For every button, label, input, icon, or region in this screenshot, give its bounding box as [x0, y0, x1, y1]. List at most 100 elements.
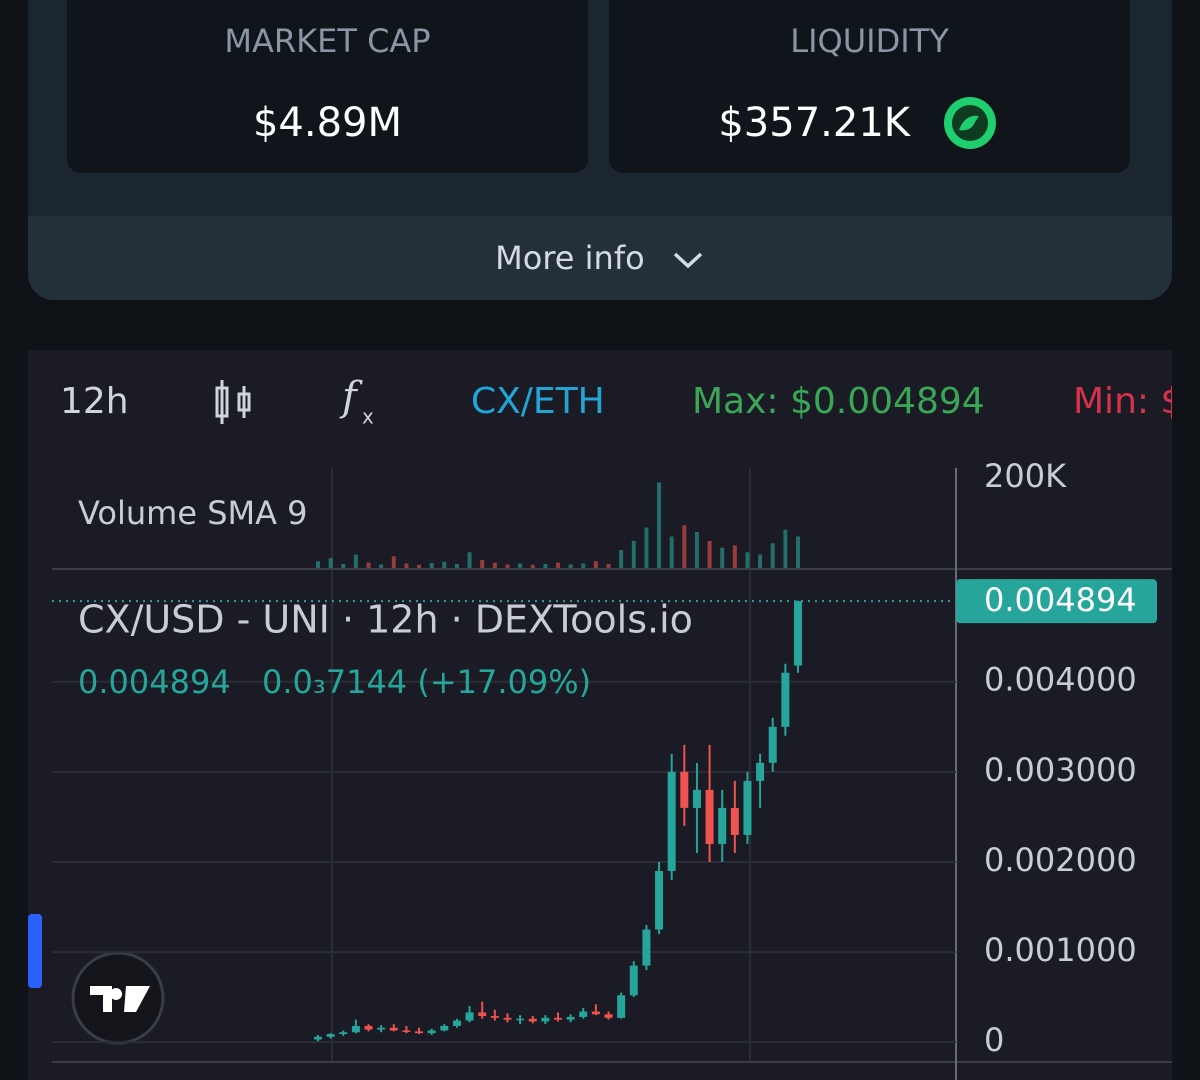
candle-body: [705, 789, 714, 844]
candle-body: [554, 1017, 562, 1020]
volume-bar: [644, 527, 649, 568]
candle-body: [629, 965, 638, 996]
candle-body: [490, 1016, 499, 1018]
chart-panel: [28, 350, 1172, 1080]
candle-body: [427, 1030, 436, 1034]
candle-body: [768, 726, 777, 763]
chart-title: CX/USD - UNI · 12h · DEXTools.io: [78, 598, 693, 642]
candle-body: [743, 780, 752, 835]
candle-body: [389, 1027, 398, 1031]
volume-bar: [505, 564, 510, 568]
volume-bar: [341, 563, 346, 568]
volume-bar: [404, 563, 409, 568]
candle-body: [351, 1025, 360, 1033]
legend-change: 0.0₃7144 (+17.09%): [262, 663, 591, 701]
min-price: Min: $: [1073, 381, 1183, 422]
candle-body: [339, 1032, 348, 1035]
candle-body: [415, 1031, 424, 1034]
volume-bar: [568, 564, 573, 568]
candle-body: [452, 1020, 461, 1026]
volume-tick-label: 200K: [984, 457, 1067, 495]
volume-bar: [391, 556, 396, 568]
more-info-label[interactable]: More info: [495, 239, 645, 277]
candle-body: [718, 807, 727, 844]
candle-body: [503, 1017, 512, 1020]
more-info[interactable]: More info: [28, 216, 1172, 300]
chart-toolbar: 12h f x CX/ETH Max: $0.004894 Min: $: [60, 374, 1183, 429]
volume-bar: [480, 559, 485, 568]
volume-bar: [770, 543, 775, 568]
volume-bar: [657, 482, 662, 568]
token-stats: MARKET CAP $4.89M LIQUIDITY $357.21K Mor…: [28, 0, 1172, 300]
y-tick-label: 0: [984, 1021, 1004, 1059]
candle-body: [402, 1030, 411, 1032]
volume-bar: [606, 563, 611, 568]
candle-body: [692, 789, 701, 808]
chevron: [673, 252, 703, 269]
liquidity-card: LIQUIDITY $357.21K: [609, 0, 1130, 173]
candle-body: [591, 1011, 600, 1015]
candle-body: [326, 1034, 335, 1037]
fx-icon-x[interactable]: x: [362, 405, 374, 429]
liquidity-amount: $357.21K: [718, 100, 910, 146]
candle-body: [642, 929, 651, 966]
volume-bar: [556, 562, 560, 568]
volume-bar: [328, 558, 333, 568]
volume-bar: [745, 552, 750, 568]
volume-bar: [593, 561, 598, 568]
volume-bar: [732, 545, 737, 568]
y-tick-label: 0.002000: [984, 841, 1137, 879]
volume-bar: [442, 561, 447, 568]
volume-bar: [631, 540, 636, 568]
tradingview-mark: [90, 986, 150, 1012]
volume-bar: [669, 536, 674, 568]
interval[interactable]: 12h: [60, 381, 129, 422]
volume-bar: [783, 529, 788, 568]
candle-body: [478, 1012, 487, 1017]
candle-body: [617, 995, 626, 1018]
candle-body: [566, 1016, 575, 1020]
candle-body: [667, 771, 676, 871]
volume-bar: [353, 554, 358, 568]
volume-bar: [417, 564, 422, 568]
candle-body: [730, 807, 739, 835]
volume-bar: [492, 562, 497, 568]
market-cap-card: MARKET CAP $4.89M: [67, 0, 588, 173]
liquidity-value: $357.21K: [609, 100, 1010, 146]
y-tick-label: 0.004000: [984, 661, 1137, 699]
candle-body: [604, 1014, 613, 1018]
volume-bar: [796, 536, 800, 568]
candle-body: [680, 771, 689, 808]
candle-body: [377, 1027, 386, 1030]
y-tick-label: 0.003000: [984, 751, 1137, 789]
volume-bar: [467, 552, 472, 568]
last-price-label: 0.004894: [984, 581, 1137, 619]
volume-bar: [682, 525, 687, 568]
candle-body: [781, 672, 790, 727]
candle-body: [314, 1036, 322, 1040]
candle-body: [655, 870, 664, 930]
volume-bar: [581, 563, 586, 568]
volume-label: Volume SMA 9: [78, 494, 308, 532]
legend-close: 0.004894: [78, 663, 231, 701]
volume-bar: [720, 547, 725, 568]
volume-bar: [694, 531, 699, 568]
candle-icon[interactable]: [215, 380, 251, 424]
candle-body: [541, 1017, 550, 1022]
candle-body: [440, 1025, 449, 1031]
market-cap-value: $4.89M: [252, 100, 403, 146]
volume-bar: [379, 564, 384, 568]
side-tab[interactable]: [28, 914, 42, 988]
volume-bar: [429, 563, 434, 568]
candle-body: [364, 1025, 373, 1030]
candle-body: [528, 1018, 537, 1022]
volume-bar: [366, 562, 371, 568]
volume-bar: [316, 561, 320, 568]
pair[interactable]: CX/ETH: [471, 381, 605, 422]
candle-body: [756, 762, 765, 781]
volume-bar: [454, 563, 459, 568]
candle-body: [465, 1012, 474, 1021]
candle-body: [794, 601, 802, 666]
y-tick-label: 0.001000: [984, 931, 1137, 969]
